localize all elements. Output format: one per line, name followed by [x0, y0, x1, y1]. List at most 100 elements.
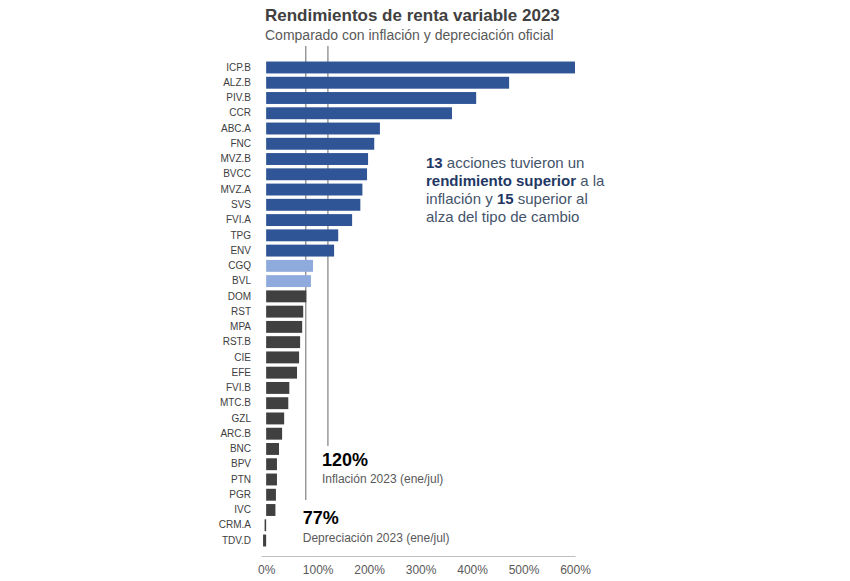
- bar: [266, 275, 311, 287]
- tick: BVL: [232, 275, 259, 286]
- tick: ARC.B: [220, 428, 259, 439]
- tick: TPG: [230, 230, 259, 241]
- annotation-text: a la: [576, 172, 605, 189]
- category-label: GZL: [232, 413, 252, 424]
- annotation-text: rendimiento superior: [426, 172, 576, 189]
- tick: FNC: [230, 138, 259, 149]
- tick: ICP.B: [226, 62, 259, 73]
- category-label: DOM: [228, 291, 251, 302]
- tick: CCR: [229, 107, 259, 118]
- bar: [266, 306, 303, 318]
- bar: [266, 458, 277, 470]
- category-label: ABC.A: [221, 123, 251, 134]
- reference-text: Depreciación 2023 (ene/jul): [303, 531, 450, 545]
- bar: [266, 138, 374, 150]
- reference-value: 77%: [303, 508, 339, 528]
- tick-label: 400%: [457, 563, 488, 577]
- category-label: IVC: [234, 504, 251, 515]
- category-label: BVCC: [223, 168, 251, 179]
- category-label: MVZ.A: [220, 184, 251, 195]
- y-axis: ICP.BALZ.BPIV.BCCRABC.AFNCMVZ.BBVCCMVZ.A…: [219, 62, 259, 546]
- bar: [266, 412, 284, 424]
- bar: [266, 290, 306, 302]
- bar: [266, 367, 297, 379]
- category-label: ALZ.B: [223, 77, 251, 88]
- tick-label: 200%: [354, 563, 385, 577]
- tick: 300%: [406, 556, 437, 577]
- annotation-text: inflación y: [426, 190, 497, 207]
- category-label: RST: [231, 306, 251, 317]
- category-label: BNC: [230, 443, 251, 454]
- tick: RST.B: [223, 336, 259, 347]
- tick: 0%: [258, 556, 276, 577]
- tick: RST: [231, 306, 259, 317]
- annotation-text: acciones tuvieron un: [443, 154, 585, 171]
- category-label: ICP.B: [226, 62, 251, 73]
- bar: [266, 107, 452, 119]
- bar: [266, 336, 300, 348]
- category-label: PIV.B: [226, 92, 251, 103]
- reference-value: 120%: [322, 450, 368, 470]
- category-label: TPG: [230, 230, 251, 241]
- bar: [266, 229, 338, 241]
- chart: Rendimientos de renta variable 2023Compa…: [0, 0, 850, 581]
- tick: CRM.A: [219, 519, 259, 530]
- bar: [266, 199, 360, 211]
- bar: [266, 474, 277, 486]
- bar: [266, 321, 302, 333]
- category-label: PTN: [231, 474, 251, 485]
- bar: [266, 443, 279, 455]
- category-label: CGQ: [228, 260, 251, 271]
- tick: MPA: [230, 321, 259, 332]
- category-label: PGR: [229, 489, 251, 500]
- bar: [266, 351, 299, 363]
- tick-label: 300%: [406, 563, 437, 577]
- tick: SVS: [231, 199, 259, 210]
- tick: PTN: [231, 474, 259, 485]
- annotation-text: 13: [426, 154, 443, 171]
- bar: [266, 260, 313, 272]
- bar: [266, 92, 476, 104]
- tick: MVZ.A: [220, 184, 259, 195]
- category-label: BVL: [232, 275, 251, 286]
- category-label: ENV: [230, 245, 251, 256]
- category-label: FVI.B: [226, 382, 251, 393]
- tick: 500%: [509, 556, 540, 577]
- bar: [266, 184, 362, 196]
- tick: 400%: [457, 556, 488, 577]
- category-label: CCR: [229, 107, 251, 118]
- tick-label: 0%: [258, 563, 276, 577]
- bars: [263, 62, 575, 547]
- annotation: 13 acciones tuvieron unrendimiento super…: [426, 154, 605, 225]
- category-label: RST.B: [223, 336, 252, 347]
- category-label: CRM.A: [219, 519, 252, 530]
- category-label: EFE: [232, 367, 252, 378]
- tick: CGQ: [228, 260, 259, 271]
- tick: BVCC: [223, 168, 259, 179]
- annotation-text: superior al: [514, 190, 588, 207]
- tick: CIE: [234, 352, 259, 363]
- category-label: BPV: [231, 458, 251, 469]
- category-label: ARC.B: [220, 428, 251, 439]
- category-label: TDV.D: [222, 535, 251, 546]
- category-label: FNC: [230, 138, 251, 149]
- bar: [266, 168, 367, 180]
- tick: PIV.B: [226, 92, 259, 103]
- bar: [266, 214, 352, 226]
- tick: IVC: [234, 504, 259, 515]
- bar: [265, 519, 267, 531]
- category-label: SVS: [231, 199, 251, 210]
- tick: BPV: [231, 458, 259, 469]
- tick: TDV.D: [222, 535, 259, 546]
- title: Rendimientos de renta variable 2023: [265, 6, 560, 25]
- category-label: FVI.A: [226, 214, 251, 225]
- tick: BNC: [230, 443, 259, 454]
- tick: ABC.A: [221, 123, 259, 134]
- tick: 100%: [303, 556, 334, 577]
- tick: DOM: [228, 291, 259, 302]
- bar: [266, 504, 275, 516]
- bar: [266, 123, 380, 135]
- tick: ALZ.B: [223, 77, 259, 88]
- category-label: MTC.B: [220, 397, 251, 408]
- tick-label: 500%: [509, 563, 540, 577]
